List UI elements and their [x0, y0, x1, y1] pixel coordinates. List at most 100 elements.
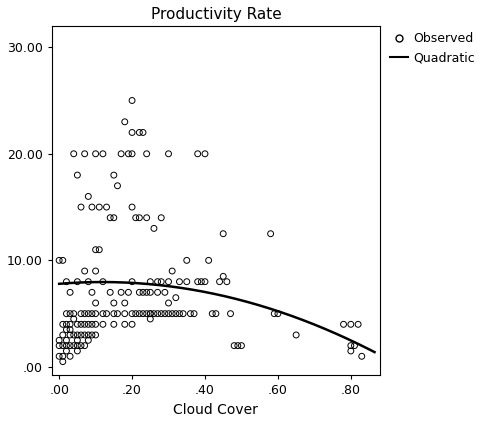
Point [146, 289, 154, 296]
Point [62, 278, 70, 285]
Point [59, 342, 67, 349]
Point [114, 182, 122, 189]
Point [154, 310, 162, 317]
Point [77, 310, 85, 317]
Point [66, 332, 74, 338]
Point [208, 310, 216, 317]
Point [84, 321, 92, 328]
Point [139, 129, 147, 136]
Point [226, 310, 234, 317]
Point [70, 151, 78, 157]
Point [110, 215, 118, 221]
Title: Productivity Rate: Productivity Rate [150, 7, 282, 22]
Point [168, 310, 176, 317]
Point [354, 321, 362, 328]
Point [172, 310, 180, 317]
Point [74, 348, 82, 354]
Point [136, 129, 143, 136]
Point [110, 300, 118, 307]
Point [201, 278, 209, 285]
Point [84, 310, 92, 317]
Point [194, 151, 202, 157]
Point [164, 300, 172, 307]
Point [95, 246, 103, 253]
Point [146, 310, 154, 317]
Point [179, 310, 187, 317]
Point [168, 268, 176, 274]
Point [274, 310, 282, 317]
Point [80, 310, 88, 317]
Point [62, 342, 70, 349]
Point [110, 321, 118, 328]
Point [80, 268, 88, 274]
Point [150, 310, 158, 317]
Point [84, 332, 92, 338]
Point [110, 310, 118, 317]
Point [92, 332, 100, 338]
Point [204, 257, 212, 264]
Point [59, 332, 67, 338]
Point [80, 321, 88, 328]
Point [136, 215, 143, 221]
Point [117, 151, 125, 157]
Point [99, 278, 107, 285]
Point [292, 332, 300, 338]
Point [347, 321, 355, 328]
Point [74, 172, 82, 179]
Point [270, 310, 278, 317]
Point [150, 225, 158, 232]
Point [201, 151, 209, 157]
Point [350, 342, 358, 349]
Point [55, 353, 63, 360]
Point [88, 332, 96, 338]
Point [128, 321, 136, 328]
Point [80, 342, 88, 349]
Point [95, 204, 103, 210]
Point [340, 321, 347, 328]
Point [66, 342, 74, 349]
Point [62, 321, 70, 328]
Point [234, 342, 242, 349]
Point [176, 278, 184, 285]
Point [55, 342, 63, 349]
Point [102, 204, 110, 210]
Point [66, 326, 74, 333]
Point [59, 257, 67, 264]
Point [66, 321, 74, 328]
Point [161, 310, 169, 317]
Point [88, 289, 96, 296]
Point [132, 215, 140, 221]
Point [164, 151, 172, 157]
Point [266, 230, 274, 237]
Point [128, 204, 136, 210]
Point [62, 348, 70, 354]
Point [80, 151, 88, 157]
Point [186, 310, 194, 317]
Point [55, 257, 63, 264]
Point [88, 310, 96, 317]
Point [198, 278, 205, 285]
Point [190, 310, 198, 317]
Point [92, 268, 100, 274]
Point [110, 172, 118, 179]
Point [142, 215, 150, 221]
Point [74, 278, 82, 285]
Point [230, 342, 238, 349]
Point [59, 353, 67, 360]
Point [154, 289, 162, 296]
Legend: Observed, Quadratic: Observed, Quadratic [390, 32, 475, 64]
Point [146, 278, 154, 285]
Point [132, 310, 140, 317]
Point [80, 332, 88, 338]
Point [194, 278, 202, 285]
Point [106, 289, 114, 296]
Point [77, 332, 85, 338]
Point [142, 310, 150, 317]
Point [92, 321, 100, 328]
Point [59, 321, 67, 328]
Point [223, 278, 231, 285]
Point [74, 321, 82, 328]
Point [62, 310, 70, 317]
Point [154, 278, 162, 285]
Point [99, 321, 107, 328]
